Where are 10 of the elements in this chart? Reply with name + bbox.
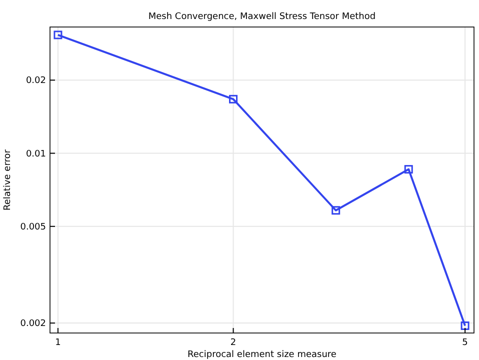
x-tick-label: 1 — [55, 338, 61, 348]
x-tick-label: 5 — [462, 338, 468, 348]
y-tick-label: 0.02 — [26, 76, 46, 86]
y-tick-label: 0.002 — [20, 319, 46, 330]
chart-title: Mesh Convergence, Maxwell Stress Tensor Method — [148, 12, 376, 22]
x-tick-label: 2 — [230, 338, 236, 348]
y-tick-label: 0.01 — [26, 149, 46, 160]
x-axis-title: Reciprocal element size measure — [188, 350, 337, 360]
y-tick-label: 0.005 — [20, 222, 46, 232]
y-axis-title: Relative error — [3, 149, 13, 210]
